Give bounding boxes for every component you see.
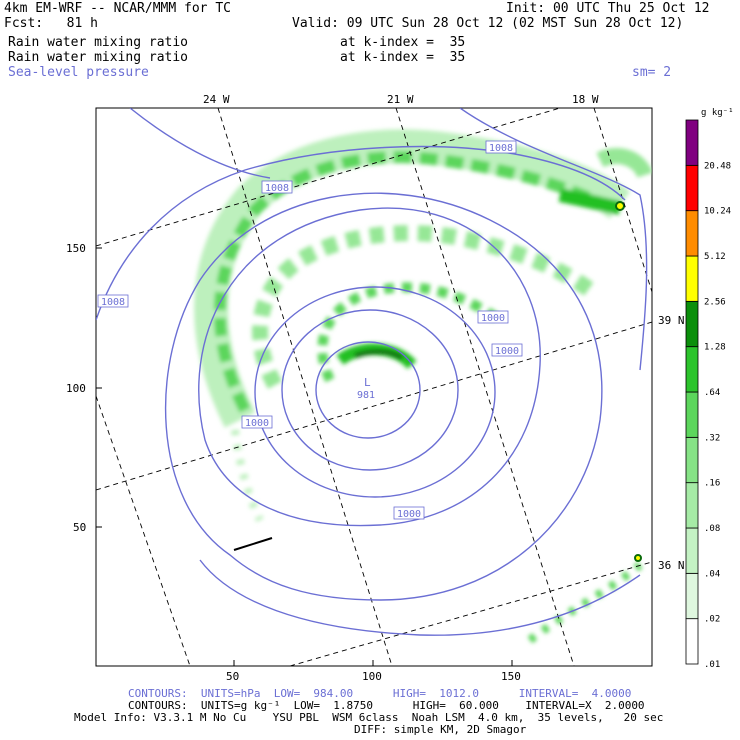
parallel-39n [96,321,652,491]
colorbar-label: 1.28 [704,343,726,353]
isobar-1004-south [199,559,641,636]
colorbar-label: .01 [704,660,720,670]
colorbar-swatch [685,482,699,529]
scale-vector [233,537,273,551]
lat-lon-grid [96,108,652,666]
model-info: Model Info: V3.3.1 M No Cu YSU PBL WSM 6… [74,711,664,724]
se-rain-patches [527,561,643,644]
diffusion-info: DIFF: simple KM, 2D Smagor [354,723,527,736]
isobar-996 [198,207,541,527]
inner-rainband [317,282,503,383]
colorbar-swatch [685,436,699,484]
colorbar-label: 20.48 [704,161,731,171]
isobar-label-7: 1000 [397,509,421,520]
ne-rain-patch [596,148,652,179]
isobar-1008-nw [129,108,271,179]
isobar-992 [254,286,496,498]
isobar-label-6: 1000 [245,418,269,429]
colorbar-label: .32 [704,433,720,443]
colorbar-label: .64 [704,388,720,398]
isobar-1004 [96,145,626,321]
slp-contour-info: CONTOURS: UNITS=hPa LOW= 984.00 HIGH= 10… [128,687,632,700]
axis-labels: 50 100 150 150 100 50 24 W 21 W 18 W 39 … [66,93,685,683]
isobar-label-2: 1008 [265,183,289,194]
y-tick-100: 100 [66,382,86,395]
lon-label-24w: 24 W [203,93,230,106]
low-marker: L [364,376,371,389]
field1-name: Rain water mixing ratio [8,35,189,50]
colorbar-swatch [685,527,699,574]
isobar-label-1: 1008 [489,143,513,154]
isobars [96,108,648,636]
valid-time: Valid: 09 UTC Sun 28 Oct 12 (02 MST Sun … [292,16,684,31]
frame-ticks [96,247,513,666]
se-rain-max [634,554,642,562]
colorbar-swatch [685,300,699,348]
isobar-1008-ne [459,108,648,371]
smoothing-label: sm= 2 [632,65,672,80]
colorbar-swatch [685,572,699,620]
field2-level: at k-index = 35 [340,50,466,65]
outer-rainband-light [194,129,631,428]
lat-label-39n: 39 N [658,314,685,327]
lon-label-21w: 21 W [387,93,414,106]
isobar-988 [281,309,459,471]
x-tick-50: 50 [226,670,239,683]
colorbar-swatch [685,255,699,302]
rain-contour-info: CONTOURS: UNITS=g kg⁻¹ LOW= 1.8750 HIGH=… [128,699,645,712]
outer-rainband [213,151,613,413]
eyewall-core [354,349,404,361]
colorbar-swatch [685,618,699,665]
colorbar-swatch [685,391,699,438]
colorbar-label: .04 [704,569,720,579]
colorbar-label: .08 [704,524,720,534]
colorbar-label: .02 [704,615,720,625]
lat-label-36n: 36 N [658,559,685,572]
meridian-24w [217,108,393,666]
colorbar-label: 10.24 [704,207,731,217]
meridian-27w [96,395,191,666]
colorbar-label: 2.56 [704,297,726,307]
field2-name: Rain water mixing ratio [8,50,189,65]
model-title: 4km EM-WRF -- NCAR/MMM for TC [4,1,231,16]
field3-name: Sea-level pressure [8,65,149,80]
y-tick-150: 150 [66,242,86,255]
ne-rain-max [615,201,625,211]
low-pressure-value: 981 [357,390,375,401]
colorbar-label: 5.12 [704,252,726,262]
init-time: Init: 00 UTC Thu 25 Oct 12 [506,1,710,16]
meridian-21w [395,108,575,666]
colorbar-unit: g kg⁻¹ [701,108,734,118]
y-tick-50: 50 [73,521,86,534]
isobar-984 [315,341,421,439]
middle-rainband [252,225,595,389]
colorbar-swatch [685,119,699,166]
colorbar-swatch [685,346,699,393]
x-tick-150: 150 [501,670,521,683]
colorbar-swatch [685,164,699,212]
map-content [96,108,652,666]
rainbands [194,129,652,644]
field1-level: at k-index = 35 [340,35,466,50]
x-tick-100: 100 [362,670,382,683]
colorbar-label: .16 [704,479,720,489]
lon-label-18w: 18 W [572,93,599,106]
isobar-1000 [164,192,603,601]
forecast-hour: Fcst: 81 h [4,16,98,31]
isobar-labels: 1008 1008 1008 1000 1000 1000 1000 L 981 [97,140,523,520]
isobar-label-5: 1000 [495,346,519,357]
color-bar: g kg⁻¹ 20.48 10.24 5.12 2.56 1.28 .64 .32 .16 .0… [685,108,734,670]
colorbar-swatch [685,210,699,257]
isobar-label-4: 1000 [481,313,505,324]
isobar-label-3: 1008 [101,297,125,308]
